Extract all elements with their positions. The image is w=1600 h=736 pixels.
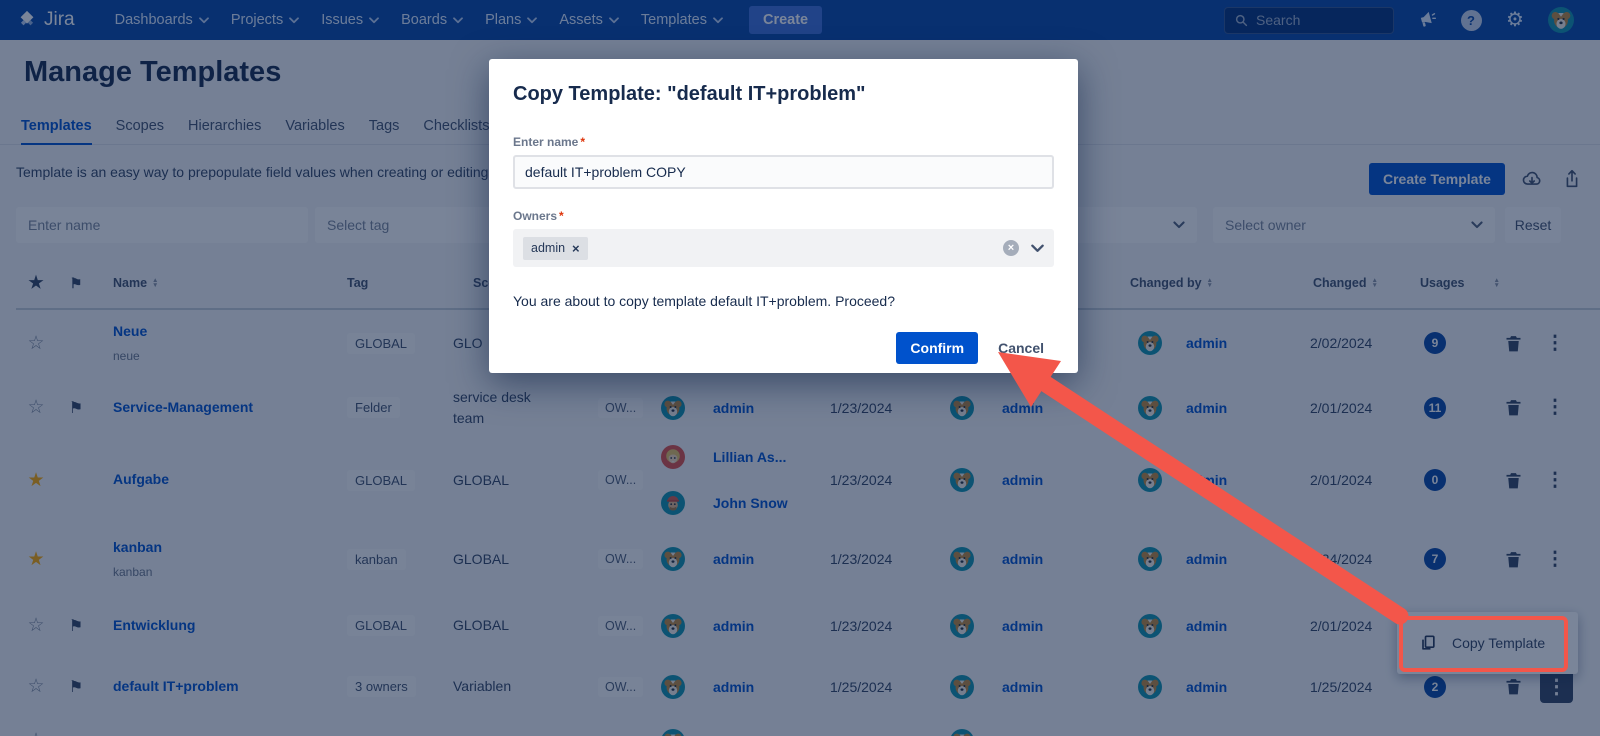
confirm-button[interactable]: Confirm (896, 332, 979, 364)
owners-select[interactable]: admin × × (513, 229, 1054, 267)
name-field-label: Enter name * (513, 135, 586, 149)
copy-template-dialog: Copy Template: "default IT+problem" Ente… (489, 59, 1078, 373)
cancel-button[interactable]: Cancel (988, 332, 1054, 364)
chevron-down-icon[interactable] (1031, 244, 1044, 253)
owner-tag: admin × (523, 236, 588, 260)
owners-field-label: Owners * (513, 209, 564, 223)
template-name-input[interactable] (513, 155, 1054, 189)
dialog-title: Copy Template: "default IT+problem" (513, 83, 866, 105)
required-asterisk: * (580, 135, 586, 149)
confirmation-message: You are about to copy template default I… (513, 293, 896, 309)
clear-select-icon[interactable]: × (1003, 240, 1019, 256)
remove-owner-icon[interactable]: × (572, 240, 580, 256)
required-asterisk: * (559, 209, 564, 223)
